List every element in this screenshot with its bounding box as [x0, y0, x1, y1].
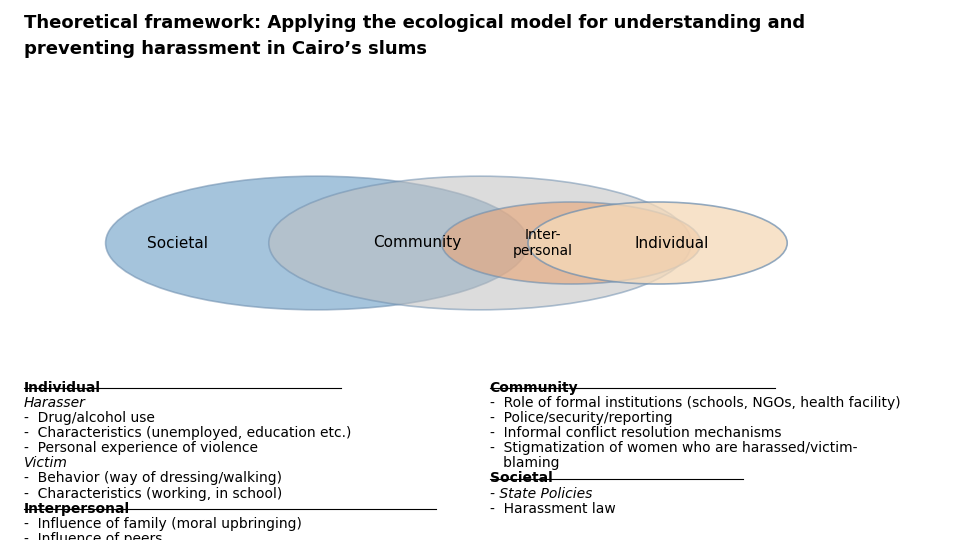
Text: Inter-
personal: Inter- personal: [513, 228, 572, 258]
Text: Theoretical framework: Applying the ecological model for understanding and: Theoretical framework: Applying the ecol…: [24, 14, 805, 31]
Text: -  Role of formal institutions (schools, NGOs, health facility): - Role of formal institutions (schools, …: [490, 396, 900, 410]
Text: -  Police/security/reporting: - Police/security/reporting: [490, 411, 672, 425]
Text: -  Characteristics (unemployed, education etc.): - Characteristics (unemployed, education…: [24, 426, 351, 440]
Ellipse shape: [106, 176, 528, 310]
Text: -  Influence of peers: - Influence of peers: [24, 532, 162, 540]
Text: Interpersonal: Interpersonal: [24, 502, 131, 516]
Text: -  Drug/alcohol use: - Drug/alcohol use: [24, 411, 155, 425]
Text: -  Personal experience of violence: - Personal experience of violence: [24, 441, 258, 455]
Ellipse shape: [528, 202, 787, 284]
Text: Victim: Victim: [24, 456, 68, 470]
Text: Harasser: Harasser: [24, 396, 85, 410]
Text: blaming: blaming: [490, 456, 559, 470]
Ellipse shape: [442, 202, 701, 284]
Text: -  Behavior (way of dressing/walking): - Behavior (way of dressing/walking): [24, 471, 282, 485]
Text: preventing harassment in Cairo’s slums: preventing harassment in Cairo’s slums: [24, 40, 427, 58]
Text: Community: Community: [373, 235, 462, 251]
Text: Individual: Individual: [24, 381, 101, 395]
Text: Societal: Societal: [147, 235, 208, 251]
Ellipse shape: [269, 176, 691, 310]
Text: - State Policies: - State Policies: [490, 487, 592, 501]
Text: Individual: Individual: [635, 235, 709, 251]
Text: -  Harassment law: - Harassment law: [490, 502, 615, 516]
Text: -  Informal conflict resolution mechanisms: - Informal conflict resolution mechanism…: [490, 426, 781, 440]
Text: -  Characteristics (working, in school): - Characteristics (working, in school): [24, 487, 282, 501]
Text: -  Stigmatization of women who are harassed/victim-: - Stigmatization of women who are harass…: [490, 441, 857, 455]
Text: Community: Community: [490, 381, 578, 395]
Text: Societal: Societal: [490, 471, 552, 485]
Text: -  Influence of family (moral upbringing): - Influence of family (moral upbringing): [24, 517, 301, 531]
